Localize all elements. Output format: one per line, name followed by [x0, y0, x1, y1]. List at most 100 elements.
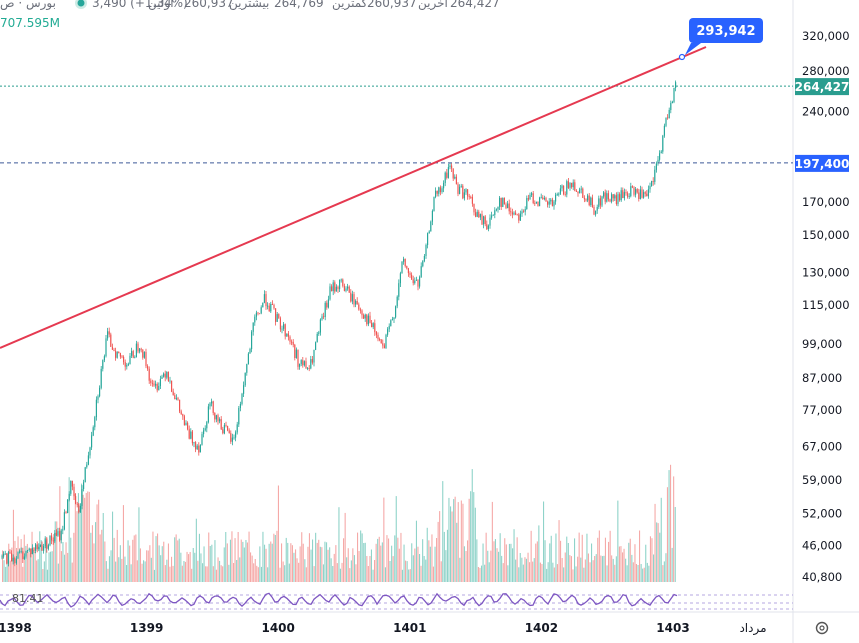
candle-body — [406, 266, 408, 269]
volume-bar — [422, 539, 424, 582]
volume-bar — [612, 558, 614, 582]
volume-bar — [177, 540, 179, 582]
volume-bar — [91, 525, 93, 582]
volume-bar — [507, 565, 509, 582]
candle-body — [135, 343, 137, 357]
volume-bar — [477, 567, 479, 582]
volume-bar — [536, 541, 538, 582]
volume-bar — [81, 483, 83, 582]
volume-bar — [383, 497, 385, 582]
volume-bar — [233, 563, 235, 582]
volume-bar — [248, 531, 250, 582]
candle-body — [566, 181, 568, 195]
candle-body — [276, 314, 278, 322]
candle-body — [414, 280, 416, 284]
volume-bar — [603, 555, 605, 582]
candle-body — [353, 294, 355, 305]
candle-body — [436, 190, 438, 194]
volume-bar — [561, 558, 563, 582]
candle-body — [489, 217, 491, 226]
volume-bar — [423, 556, 425, 582]
volume-bar — [119, 545, 121, 582]
volume-bar — [457, 502, 459, 582]
volume-bar — [178, 538, 180, 582]
volume-bar — [628, 542, 630, 582]
candle-body — [91, 435, 93, 448]
candle-body — [233, 437, 235, 439]
candle-body — [260, 307, 262, 314]
volume-bar — [529, 562, 531, 582]
candle-body — [404, 258, 406, 267]
volume-bar — [473, 492, 475, 582]
volume-bar — [392, 556, 394, 582]
volume-bar — [519, 553, 521, 582]
candle-body — [105, 338, 107, 357]
candle-body — [295, 349, 297, 358]
volume-bar — [349, 568, 351, 582]
gear-icon[interactable] — [814, 620, 830, 636]
candle-body — [651, 181, 653, 187]
candle-body — [46, 538, 48, 549]
volume-bar — [174, 537, 176, 582]
x-tick-label: 1400 — [261, 621, 294, 635]
volume-bar — [668, 470, 670, 582]
volume-bar — [76, 511, 78, 582]
volume-bar — [257, 567, 259, 582]
x-tick-label: 1402 — [525, 621, 558, 635]
candle-body — [443, 183, 445, 189]
candle-body — [596, 207, 598, 211]
volume-bar — [591, 543, 593, 582]
candle-body — [430, 221, 432, 232]
candle-body — [73, 486, 75, 497]
candle-body — [268, 305, 270, 312]
candle-body — [188, 429, 190, 439]
volume-bar — [284, 565, 286, 582]
volume-bar — [264, 544, 266, 582]
candle-body — [99, 387, 101, 397]
candle-body — [139, 348, 141, 352]
volume-bar — [184, 561, 186, 582]
candle-body — [447, 167, 449, 178]
candle-body — [118, 352, 120, 354]
candle-body — [115, 350, 117, 358]
candle-body — [219, 419, 221, 422]
candle-body — [111, 346, 113, 350]
candle-body — [588, 195, 590, 206]
candle-body — [630, 186, 632, 197]
candle-body — [38, 546, 40, 550]
candle-body — [652, 181, 654, 182]
volume-bar — [197, 560, 199, 582]
volume-bar — [3, 560, 5, 582]
candle-body — [649, 186, 651, 190]
candle-body — [247, 353, 249, 365]
volume-bar — [200, 553, 202, 582]
volume-bar — [634, 544, 636, 582]
volume-bar — [53, 534, 55, 582]
volume-bar — [133, 535, 135, 582]
candle-body — [476, 211, 478, 217]
rsi-line — [0, 592, 678, 608]
candle-body — [524, 209, 526, 212]
volume-bar — [598, 530, 600, 582]
volume-bar — [276, 530, 278, 582]
volume-bar — [251, 555, 253, 582]
volume-bar — [246, 542, 248, 582]
candle-body — [307, 368, 309, 369]
volume-bar — [459, 557, 461, 582]
candle-body — [513, 212, 515, 215]
volume-bar — [617, 500, 619, 582]
candle-body — [110, 334, 112, 347]
volume-bar — [254, 559, 256, 582]
volume-bar — [36, 560, 38, 582]
volume-bar — [592, 560, 594, 582]
candle-body — [519, 213, 521, 221]
candle-body — [379, 339, 381, 340]
volume-bar — [432, 566, 434, 582]
candle-body — [201, 434, 203, 445]
candle-body — [345, 288, 347, 291]
candle-body — [471, 196, 473, 204]
volume-bar — [153, 569, 155, 582]
volume-bar — [245, 540, 247, 582]
candle-body — [100, 368, 102, 388]
